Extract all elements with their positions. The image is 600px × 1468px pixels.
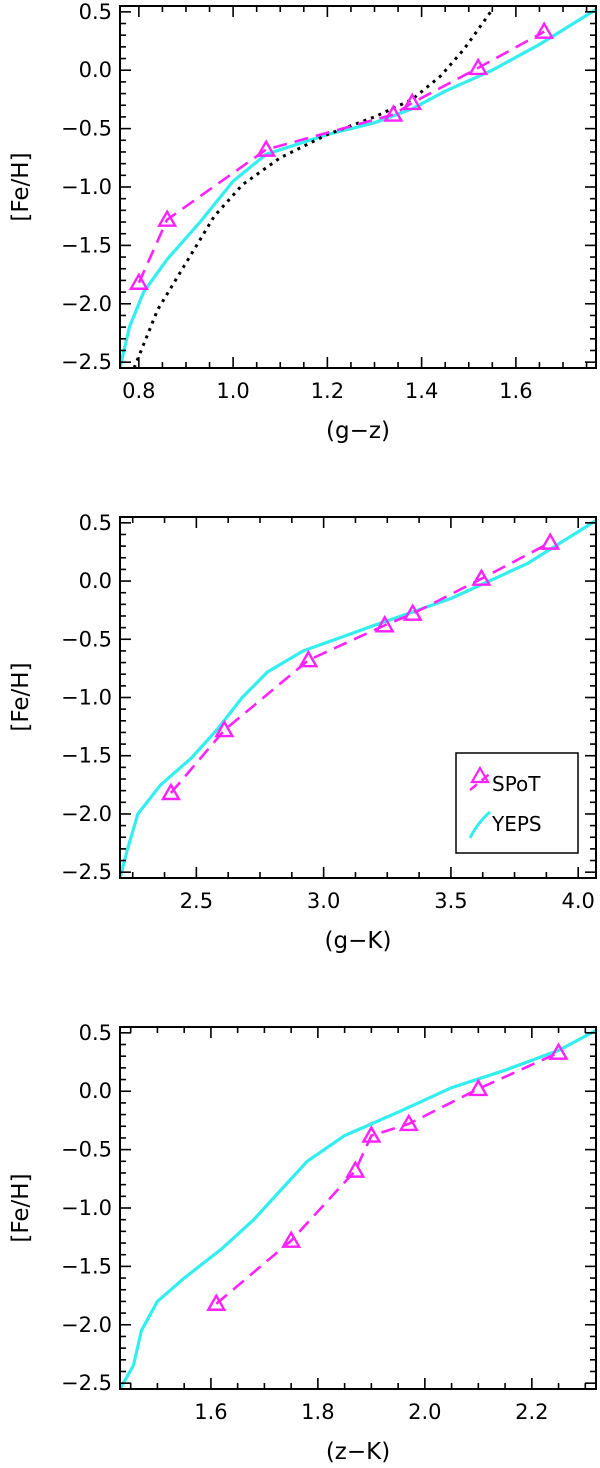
plot-area-g-k <box>120 518 596 878</box>
series-line-yeps <box>120 518 596 878</box>
plot-area-g-z <box>120 7 596 368</box>
x-axis-label-g-k: (g−K) <box>325 928 392 954</box>
y-tick-label: −1.5 <box>61 744 112 768</box>
y-tick-label: −1.0 <box>61 686 112 710</box>
spot-point-triangle-icon <box>468 57 489 76</box>
x-tick-label: 2.2 <box>515 1400 548 1424</box>
y-tick-label: −1.0 <box>61 1196 112 1220</box>
y-tick-label: −1.5 <box>61 1254 112 1278</box>
spot-point-triangle-icon <box>214 719 235 738</box>
legend-yeps-line-icon <box>468 810 491 839</box>
y-tick-label: −1.0 <box>61 175 112 199</box>
series-line-spot <box>137 30 545 284</box>
x-tick-label: 1.0 <box>216 379 249 403</box>
y-tick-label: −2.5 <box>61 350 112 374</box>
x-tick-label: 0.8 <box>122 379 155 403</box>
spot-point-triangle-icon <box>361 1125 382 1143</box>
spot-point-triangle-icon <box>206 1293 227 1311</box>
spot-point-triangle-icon <box>471 568 492 586</box>
x-tick-label: 4.0 <box>561 889 594 913</box>
x-tick-label: 1.2 <box>311 379 344 403</box>
y-tick-label: −2.0 <box>61 292 112 316</box>
spot-point-triangle-icon <box>402 603 423 621</box>
y-tick-label: −2.0 <box>61 802 112 826</box>
ticks-z-k: 0.5 0.0 −0.5 −1.0 −1.5 −2.0 −2.5 1.6 1.8 2.0 2.2 <box>61 1021 596 1424</box>
spot-point-triangle-icon <box>298 649 319 668</box>
legend-yeps-label: YEPS <box>491 812 542 836</box>
y-tick-label: −0.5 <box>61 117 112 141</box>
spot-point-triangle-icon <box>160 782 181 801</box>
spot-point-triangle-icon <box>374 614 395 633</box>
y-tick-label: −2.5 <box>61 1371 112 1395</box>
x-tick-label: 2.0 <box>408 1400 441 1424</box>
x-axis-label-g-z: (g−z) <box>326 418 390 444</box>
panel-z-k: 0.5 0.0 −0.5 −1.0 −1.5 −2.0 −2.5 1.6 1.8 2.0 2.2 (… <box>8 1021 597 1465</box>
spot-point-triangle-icon <box>128 272 149 290</box>
y-tick-label: 0.0 <box>79 569 112 593</box>
x-axis-label-z-k: (z−K) <box>326 1439 390 1465</box>
spot-point-triangle-icon <box>345 1160 366 1178</box>
y-tick-label: −0.5 <box>61 627 112 651</box>
panel-g-z: 0.5 0.0 −0.5 −1.0 −1.5 −2.0 −2.5 0.8 1.0 1.2 1.4 1.… <box>8 0 597 444</box>
legend-box <box>455 752 579 854</box>
spot-point-triangle-icon <box>383 104 404 122</box>
spot-point-triangle-icon <box>157 209 178 227</box>
spot-point-triangle-icon <box>548 1042 569 1060</box>
legend-spot-line-icon <box>469 771 493 791</box>
y-tick-label: −2.5 <box>61 860 112 884</box>
series-line-yeps <box>120 7 596 368</box>
series-line-dotted <box>132 8 494 368</box>
legend-spot-triangle-icon <box>470 765 490 784</box>
legend-spot-label: SPoT <box>492 772 541 796</box>
y-tick-label: 0.0 <box>79 1079 112 1103</box>
y-tick-label: 0.5 <box>79 0 112 24</box>
y-tick-label: −2.0 <box>61 1313 112 1337</box>
spot-point-triangle-icon <box>468 1078 489 1097</box>
series-line-yeps <box>120 1028 596 1389</box>
panel-g-k: 0.5 0.0 −0.5 −1.0 −1.5 −2.0 −2.5 2.5 3.0 3.5 4.0 (… <box>8 511 597 954</box>
x-tick-label: 1.4 <box>405 379 438 403</box>
spot-point-triangle-icon <box>540 532 561 550</box>
ticks-g-z: 0.5 0.0 −0.5 −1.0 −1.5 −2.0 −2.5 0.8 1.0 1.2 1.4 1.… <box>61 0 596 403</box>
plot-area-z-k <box>120 1028 596 1389</box>
x-tick-label: 2.5 <box>180 889 213 913</box>
x-tick-label: 3.5 <box>434 889 467 913</box>
y-tick-label: −0.5 <box>61 1138 112 1162</box>
axes-frame-z-k <box>119 1026 597 1390</box>
y-tick-label: 0.0 <box>79 58 112 82</box>
y-axis-label-g-z: [Fe/H] <box>8 152 34 221</box>
spot-point-triangle-icon <box>398 1113 419 1132</box>
y-tick-label: −1.5 <box>61 233 112 257</box>
x-tick-label: 3.0 <box>307 889 340 913</box>
spot-point-triangle-icon <box>281 1230 302 1248</box>
axes-frame-g-z <box>119 5 597 369</box>
spot-point-triangle-icon <box>534 21 555 39</box>
y-tick-label: 0.5 <box>79 511 112 535</box>
series-line-spot <box>215 1051 560 1305</box>
spot-point-triangle-icon <box>402 92 423 111</box>
y-tick-label: 0.5 <box>79 1021 112 1045</box>
x-tick-label: 1.8 <box>301 1400 334 1424</box>
axes-frame-g-k <box>119 516 597 879</box>
y-axis-label-g-k: [Fe/H] <box>8 662 34 731</box>
series-line-spot <box>169 541 551 794</box>
legend: SPoT YEPS <box>455 752 579 854</box>
x-tick-label: 1.6 <box>499 379 532 403</box>
x-tick-label: 1.6 <box>194 1400 227 1424</box>
spot-point-triangle-icon <box>256 139 277 157</box>
y-axis-label-z-k: [Fe/H] <box>8 1173 34 1242</box>
